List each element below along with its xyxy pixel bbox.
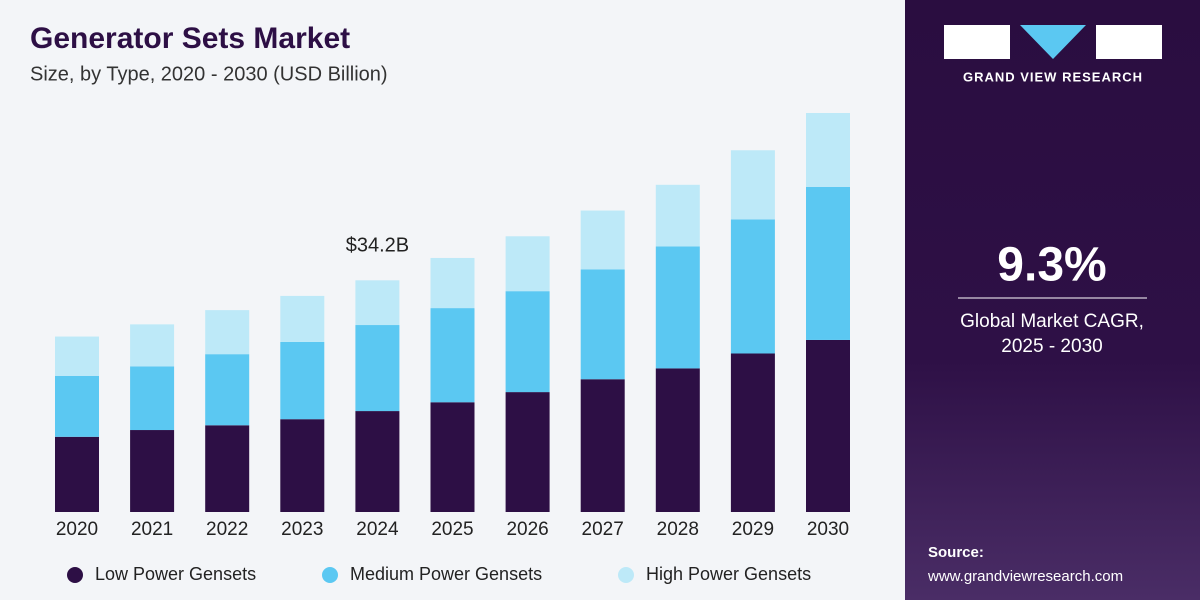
legend-label: Medium Power Gensets bbox=[350, 564, 542, 584]
bar-segment bbox=[205, 354, 250, 426]
bar-segment bbox=[355, 411, 400, 512]
total-label: $34.2B bbox=[346, 235, 409, 257]
bar-segment bbox=[730, 353, 775, 512]
x-tick-label: 2025 bbox=[431, 519, 473, 540]
bar-segment bbox=[730, 219, 775, 354]
bar-segment bbox=[130, 324, 175, 367]
bar-segment bbox=[655, 184, 700, 247]
x-tick-label: 2030 bbox=[807, 519, 849, 540]
bar-segment bbox=[280, 341, 325, 420]
cagr-label: 2025 - 2030 bbox=[1001, 336, 1102, 357]
sidebar-background bbox=[905, 0, 1200, 600]
bar-segment bbox=[505, 236, 550, 292]
x-tick-label: 2022 bbox=[206, 519, 248, 540]
bar-segment bbox=[806, 339, 850, 512]
chart-subtitle: Size, by Type, 2020 - 2030 (USD Billion) bbox=[30, 63, 388, 85]
bar-segment bbox=[130, 430, 175, 512]
cagr-label: Global Market CAGR, bbox=[960, 311, 1144, 332]
legend-label: High Power Gensets bbox=[646, 564, 811, 584]
bar-segment bbox=[355, 325, 400, 412]
bar-segment bbox=[55, 336, 99, 376]
x-tick-label: 2023 bbox=[281, 519, 323, 540]
bar-segment bbox=[430, 402, 475, 512]
bar-segment bbox=[655, 246, 700, 369]
source-url: www.grandviewresearch.com bbox=[927, 568, 1123, 585]
bar-segment bbox=[580, 210, 625, 270]
logo bbox=[944, 25, 1162, 59]
x-tick-label: 2028 bbox=[657, 519, 699, 540]
bar-segment bbox=[55, 436, 99, 512]
bar-segment bbox=[505, 291, 550, 393]
legend-marker bbox=[618, 567, 634, 583]
bar-segment bbox=[505, 392, 550, 512]
legend-label: Low Power Gensets bbox=[95, 564, 256, 584]
brand: GRAND VIEW RESEARCH bbox=[963, 69, 1143, 84]
bar-segment bbox=[205, 425, 250, 512]
cagr-value: 9.3% bbox=[997, 239, 1106, 292]
legend-marker bbox=[67, 567, 83, 583]
bar-segment bbox=[280, 295, 325, 342]
bar-segment bbox=[430, 257, 475, 309]
bar-segment bbox=[430, 308, 475, 403]
source-title: Source: bbox=[928, 544, 984, 561]
bar-segment bbox=[280, 419, 325, 512]
bar-segment bbox=[580, 379, 625, 512]
bar-segment bbox=[806, 186, 850, 340]
bar-segment bbox=[55, 375, 99, 437]
bar-segment bbox=[205, 310, 250, 355]
bar-segment bbox=[655, 368, 700, 512]
bar-segment bbox=[730, 150, 775, 220]
x-tick-label: 2024 bbox=[356, 519, 399, 540]
bar-segment bbox=[130, 366, 175, 431]
logo-block bbox=[944, 25, 1010, 59]
bar-segment bbox=[806, 113, 850, 187]
x-tick-label: 2029 bbox=[732, 519, 774, 540]
x-tick-label: 2027 bbox=[582, 519, 624, 540]
bar-segment bbox=[355, 280, 400, 326]
x-tick-label: 2020 bbox=[56, 519, 98, 540]
x-tick-label: 2021 bbox=[131, 519, 173, 540]
chart-title: Generator Sets Market bbox=[30, 22, 350, 55]
legend-marker bbox=[322, 567, 338, 583]
x-tick-label: 2026 bbox=[506, 519, 548, 540]
logo-triangle bbox=[1020, 25, 1086, 59]
logo-block bbox=[1096, 25, 1162, 59]
bar-segment bbox=[580, 269, 625, 380]
